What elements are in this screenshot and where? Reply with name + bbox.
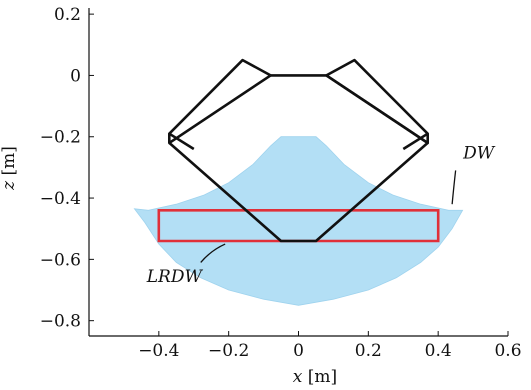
robot-right-arm: [325, 58, 430, 145]
x-tick-label: −0.2: [208, 341, 249, 361]
x-tick-label: −0.4: [138, 341, 179, 361]
dw-annotation: DW: [462, 143, 496, 163]
x-tick-label: 0: [293, 341, 304, 361]
robot-left-arm-cross: [168, 132, 195, 151]
x-tick-label: 0.2: [355, 341, 382, 361]
y-axis-label: z [m]: [0, 146, 19, 191]
y-tick-label: 0: [70, 66, 81, 86]
robot-left-arm: [168, 58, 272, 145]
robot-body-outline: [168, 74, 430, 243]
dw-leader-line: [451, 170, 457, 205]
plot-area: DW LRDW: [133, 58, 496, 306]
robot-right-arm-cross: [402, 132, 429, 151]
x-tick-label: 0.6: [494, 341, 521, 361]
x-tick-label: 0.4: [425, 341, 452, 361]
lrdw-annotation: LRDW: [146, 267, 204, 287]
y-tick-label: −0.2: [40, 128, 81, 148]
y-tick-label: −0.8: [40, 312, 81, 332]
y-tick-label: 0.2: [54, 5, 81, 25]
axes: −0.4 −0.2 0 0.2 0.4 0.6 0.2 0 −0.2 −0.4 −0.6 −0.8: [40, 5, 522, 361]
x-axis-label: x [m]: [293, 367, 337, 387]
lrdw-rectangle: [157, 209, 440, 243]
lrdw-leader-line: [200, 243, 226, 263]
y-tick-label: −0.6: [40, 250, 81, 270]
dw-region: [133, 136, 464, 306]
y-tick-label: −0.4: [40, 189, 81, 209]
